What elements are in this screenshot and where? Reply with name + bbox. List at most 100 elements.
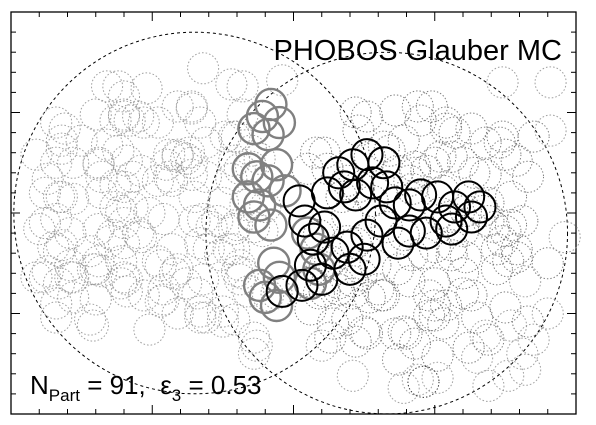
spectator-nucleon-a	[54, 249, 87, 282]
spectator-nucleon-a	[107, 100, 141, 133]
participant-nucleon-b	[288, 204, 322, 238]
spectator-nucleon-b	[435, 239, 468, 272]
spectator-nucleon-b	[348, 315, 381, 348]
spectator-nucleon-b	[393, 265, 426, 298]
participant-nucleon-b	[367, 146, 401, 180]
spectator-nucleon-b	[379, 317, 412, 350]
spectator-nucleon-a	[76, 309, 109, 342]
spectator-nucleon-b	[500, 233, 533, 266]
participant-nucleon-a	[259, 288, 294, 323]
spectator-nucleon-a	[172, 136, 206, 169]
spectator-nucleon-b	[398, 327, 432, 360]
spectator-nucleon-a	[79, 283, 112, 316]
participant-nucleon-b	[330, 230, 364, 264]
spectator-nucleon-a	[99, 190, 132, 224]
participant-nucleon-b	[392, 214, 426, 248]
spectator-nucleon	[266, 64, 299, 97]
spectator-nucleon-a	[82, 148, 115, 181]
spectator-nucleon-a	[218, 213, 251, 246]
spectator-nucleon	[421, 361, 454, 394]
spectator-nucleon-b	[339, 96, 372, 129]
spectator-nucleon	[531, 297, 564, 330]
participant-nucleon-b	[333, 252, 367, 286]
spectator-nucleon-a	[218, 233, 251, 266]
spectator-nucleon-b	[362, 273, 395, 306]
participant-nucleon-b	[356, 166, 390, 200]
spectator-nucleon-a	[28, 261, 61, 294]
spectator-nucleon-a	[54, 261, 87, 294]
spectator-nucleon-a	[107, 227, 141, 260]
spectator-nucleon-a	[96, 219, 129, 252]
spectator-nucleon-b	[446, 146, 480, 179]
spectator-nucleon-b	[494, 180, 528, 213]
spectator-nucleon-a	[223, 249, 256, 282]
spectator-nucleon-b	[472, 186, 505, 219]
spectator-nucleon-a	[144, 285, 177, 318]
spectator-nucleon-a	[187, 202, 220, 236]
spectator-nucleon	[237, 321, 270, 354]
participant-nucleon-b	[350, 138, 384, 172]
spectator-nucleon-a	[204, 239, 237, 272]
spectator-nucleon-a	[42, 267, 76, 300]
spectator-nucleon	[469, 319, 502, 352]
epsilon-value: = 0.53	[181, 370, 261, 400]
spectator-nucleon-b	[430, 289, 463, 322]
spectator-nucleon-a	[110, 144, 143, 177]
spectator-nucleon-b	[367, 279, 400, 312]
spectator-nucleon-b	[452, 331, 485, 364]
spectator-nucleon	[187, 52, 220, 85]
spectator-nucleon-b	[424, 140, 457, 173]
spectator-nucleon-a	[99, 104, 132, 137]
participant-nucleon-a	[262, 105, 297, 140]
participant-nucleon-b	[350, 218, 384, 252]
spectator-nucleon-a	[158, 257, 191, 290]
spectator-nucleon-b	[367, 130, 400, 163]
spectator-nucleon-a	[127, 279, 160, 312]
spectator-nucleon	[492, 359, 525, 392]
spectator-nucleon-b	[455, 279, 488, 312]
spectator-nucleon	[401, 363, 434, 396]
spectator-nucleon-a	[226, 257, 259, 290]
spectator-nucleon-b	[331, 303, 364, 336]
npart-value: = 91,	[80, 370, 160, 400]
spectator-nucleon	[534, 114, 567, 147]
participant-nucleon-b	[296, 222, 330, 256]
participant-nucleon-a	[237, 111, 271, 146]
epsilon-subscript: 3	[172, 386, 181, 405]
spectator-nucleon-b	[438, 116, 471, 149]
spectator-nucleon-b	[387, 124, 420, 157]
spectator-nucleon-a	[161, 297, 194, 330]
spectator-nucleon-a	[99, 168, 132, 201]
spectator-nucleon-a	[201, 205, 234, 238]
npart-eps-annotation: NPart = 91, ε3 = 0.53	[30, 370, 262, 405]
spectator-nucleon-a	[37, 231, 70, 264]
spectator-nucleon-a	[105, 194, 138, 228]
spectator-nucleon-b	[480, 233, 513, 266]
spectator-nucleon-a	[82, 245, 115, 278]
spectator-nucleon-b	[500, 144, 533, 177]
spectator-nucleon-a	[206, 186, 239, 219]
spectator-nucleon-a	[150, 148, 183, 181]
spectator-nucleon-a	[28, 176, 61, 209]
spectator-nucleon-a	[40, 146, 73, 179]
spectator-nucleon	[509, 353, 542, 386]
spectator-nucleon-a	[141, 245, 174, 278]
spectator-nucleon-a	[223, 263, 256, 296]
spectator-nucleon-b	[432, 200, 465, 234]
spectator-nucleon-a	[31, 162, 64, 195]
spectator-nucleon-a	[184, 227, 217, 260]
participant-nucleon-a	[245, 99, 280, 134]
participant-nucleon-b	[463, 190, 497, 224]
nucleon-points	[20, 52, 581, 404]
spectator-nucleon-b	[322, 273, 355, 306]
spectator-nucleon-b	[356, 184, 389, 217]
spectator-nucleon-a	[212, 233, 245, 266]
spectator-nucleon-a	[161, 140, 194, 173]
spectator-nucleon-a	[57, 281, 90, 314]
spectator-nucleon-a	[74, 303, 107, 336]
spectator-nucleon-b	[511, 305, 545, 338]
participant-nucleon-a	[254, 208, 288, 242]
spectator-nucleon-a	[147, 273, 180, 306]
spectator-nucleon-a	[79, 98, 112, 131]
spectator-nucleon-b	[489, 215, 522, 248]
